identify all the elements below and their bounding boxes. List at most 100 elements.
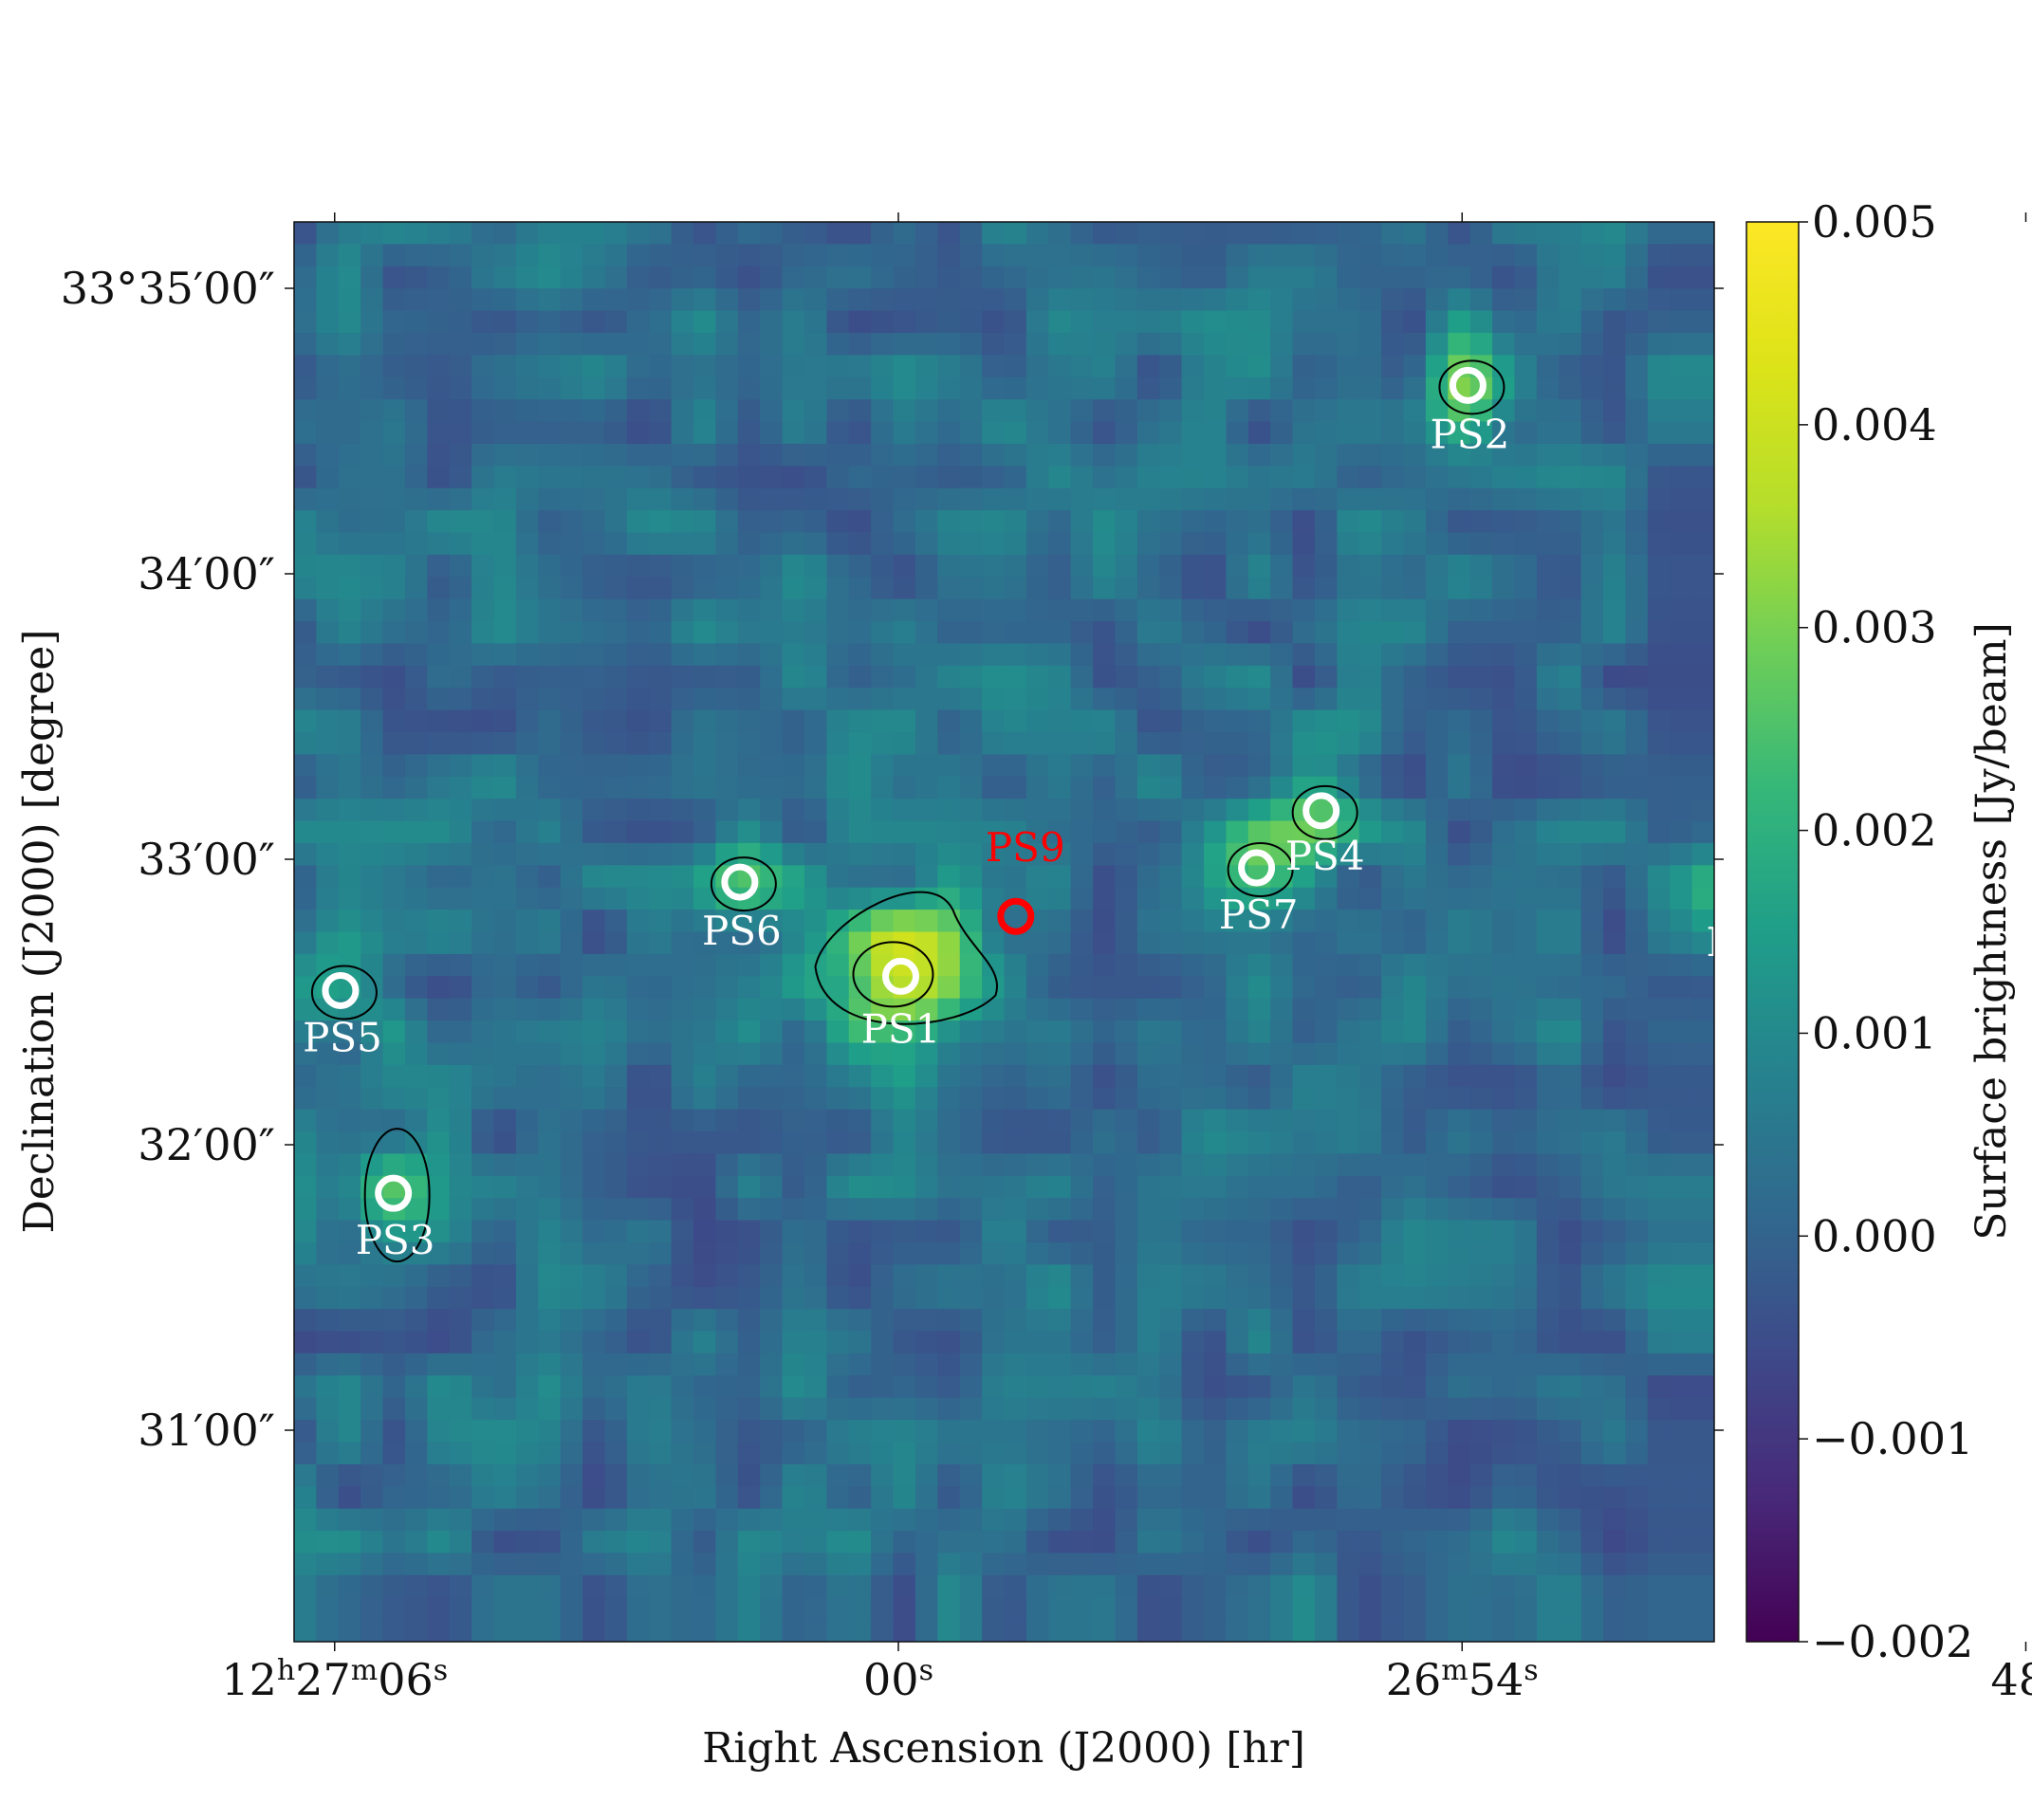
heatmap-cell xyxy=(1070,1087,1094,1111)
heatmap-cell xyxy=(471,466,495,489)
heatmap-cell xyxy=(1292,731,1316,755)
heatmap-cell xyxy=(1536,776,1560,800)
heatmap-cell xyxy=(604,887,628,910)
heatmap-cell xyxy=(1093,1597,1117,1621)
colorbar-tick-label: −0.002 xyxy=(1812,1616,1973,1667)
heatmap-cell xyxy=(848,1286,872,1310)
heatmap-cell xyxy=(1337,842,1360,866)
heatmap-cell xyxy=(1270,1352,1294,1376)
heatmap-cell xyxy=(1670,466,1693,489)
heatmap-cell xyxy=(1181,1597,1205,1621)
heatmap-cell xyxy=(360,820,384,844)
heatmap-cell xyxy=(1136,1064,1160,1088)
heatmap-cell xyxy=(626,421,650,445)
heatmap-cell xyxy=(804,799,827,822)
heatmap-cell xyxy=(493,1042,517,1066)
heatmap-cell xyxy=(1691,1553,1714,1576)
heatmap-cell xyxy=(1070,1198,1094,1222)
heatmap-cell xyxy=(848,820,872,844)
heatmap-cell xyxy=(1381,310,1405,334)
heatmap-cell xyxy=(804,1420,827,1443)
heatmap-cell xyxy=(1070,1420,1094,1443)
heatmap-cell xyxy=(1559,1131,1582,1155)
heatmap-cell xyxy=(1514,865,1538,889)
heatmap-cell xyxy=(1247,1553,1271,1576)
heatmap-cell xyxy=(1136,1597,1160,1621)
heatmap-cell xyxy=(538,1153,562,1177)
heatmap-cell xyxy=(1514,1420,1538,1443)
heatmap-cell xyxy=(1603,776,1627,800)
heatmap-cell xyxy=(294,1331,317,1354)
heatmap-cell xyxy=(693,554,717,578)
heatmap-cell xyxy=(1469,310,1493,334)
heatmap-cell xyxy=(1514,1198,1538,1222)
heatmap-cell xyxy=(1270,577,1294,600)
heatmap-cell xyxy=(1025,1042,1049,1066)
heatmap-cell xyxy=(826,487,850,511)
heatmap-cell xyxy=(1159,1131,1183,1155)
heatmap-cell xyxy=(693,1241,717,1265)
heatmap-cell xyxy=(1536,1553,1560,1576)
heatmap-cell xyxy=(1048,931,1072,955)
heatmap-cell xyxy=(1381,244,1405,267)
heatmap-cell xyxy=(982,377,1006,400)
heatmap-cell xyxy=(582,887,606,910)
heatmap-cell xyxy=(1270,998,1294,1021)
heatmap-cell xyxy=(1115,399,1138,423)
heatmap-cell xyxy=(1358,688,1382,711)
heatmap-cell xyxy=(538,1553,562,1576)
heatmap-cell xyxy=(1093,731,1117,755)
heatmap-cell xyxy=(1603,310,1627,334)
heatmap-cell xyxy=(582,1220,606,1243)
heatmap-cell xyxy=(1159,443,1183,467)
heatmap-cell xyxy=(382,1574,406,1598)
heatmap-cell xyxy=(1691,377,1714,400)
heatmap-cell xyxy=(1337,1020,1360,1044)
heatmap-cell xyxy=(1337,799,1360,822)
heatmap-cell xyxy=(1247,222,1271,245)
heatmap-cell xyxy=(848,399,872,423)
heatmap-cell xyxy=(338,1042,361,1066)
heatmap-cell xyxy=(294,1042,317,1066)
heatmap-cell xyxy=(1204,1198,1228,1222)
heatmap-cell xyxy=(560,1064,583,1088)
heatmap-cell xyxy=(914,244,938,267)
heatmap-cell xyxy=(1536,1574,1560,1598)
heatmap-cell xyxy=(1580,621,1604,645)
heatmap-cell xyxy=(914,399,938,423)
heatmap-cell xyxy=(360,1220,384,1243)
heatmap-cell xyxy=(1670,1286,1693,1310)
heatmap-cell xyxy=(338,377,361,400)
heatmap-cell xyxy=(914,1264,938,1288)
heatmap-cell xyxy=(982,1597,1006,1621)
heatmap-cell xyxy=(1292,222,1316,245)
heatmap-cell xyxy=(449,1131,472,1155)
heatmap-cell xyxy=(1492,1198,1516,1222)
heatmap-cell xyxy=(693,1153,717,1177)
heatmap-cell xyxy=(693,1375,717,1399)
heatmap-cell xyxy=(316,1241,340,1265)
heatmap-cell xyxy=(1403,1153,1427,1177)
heatmap-cell xyxy=(316,1597,340,1621)
heatmap-cell xyxy=(1136,1531,1160,1554)
heatmap-cell xyxy=(1115,709,1138,733)
heatmap-cell xyxy=(1670,731,1693,755)
heatmap-cell xyxy=(1004,577,1027,600)
heatmap-cell xyxy=(1070,1397,1094,1421)
heatmap-cell xyxy=(1425,1286,1449,1310)
heatmap-cell xyxy=(1448,310,1471,334)
heatmap-cell xyxy=(1691,931,1714,955)
heatmap-cell xyxy=(1358,931,1382,955)
heatmap-cell xyxy=(1048,1042,1072,1066)
heatmap-cell xyxy=(1093,222,1117,245)
heatmap-cell xyxy=(1536,1463,1560,1487)
heatmap-cell xyxy=(1403,1309,1427,1333)
heatmap-cell xyxy=(982,1375,1006,1399)
heatmap-cell xyxy=(1115,532,1138,556)
heatmap-cell xyxy=(1136,1375,1160,1399)
heatmap-cell xyxy=(1670,1220,1693,1243)
heatmap-cell xyxy=(582,466,606,489)
heatmap-cell xyxy=(1603,998,1627,1021)
heatmap-cell xyxy=(1048,244,1072,267)
heatmap-cell xyxy=(560,931,583,955)
